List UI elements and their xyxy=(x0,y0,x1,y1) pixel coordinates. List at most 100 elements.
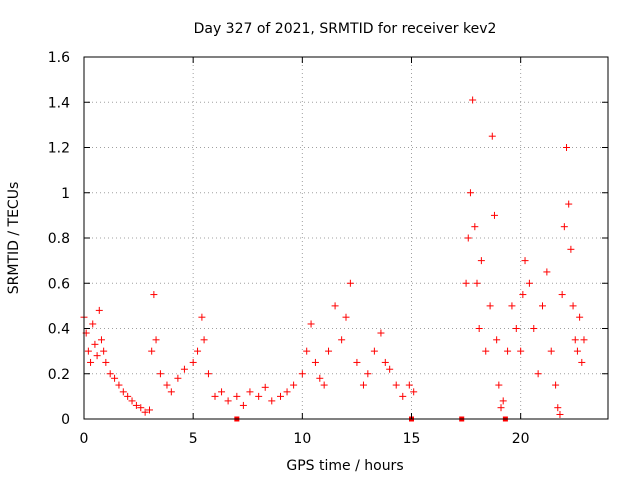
data-point xyxy=(405,381,413,389)
data-point xyxy=(410,388,418,396)
data-point xyxy=(100,347,108,355)
y-tick-label: 1.2 xyxy=(48,141,70,157)
x-tick-label: 20 xyxy=(512,431,530,447)
x-tick-label: 5 xyxy=(189,431,198,447)
data-point xyxy=(342,313,350,321)
x-axis-ticks: 0 5 10 15 20 xyxy=(80,57,530,447)
data-point xyxy=(381,358,389,366)
data-point xyxy=(471,223,479,231)
data-point xyxy=(399,392,407,400)
data-point xyxy=(547,347,555,355)
data-point xyxy=(152,336,160,344)
data-point xyxy=(211,392,219,400)
data-point xyxy=(283,388,291,396)
data-point xyxy=(163,381,171,389)
data-point xyxy=(141,408,149,416)
data-point xyxy=(580,336,588,344)
data-point xyxy=(490,211,498,219)
data-point xyxy=(311,358,319,366)
y-tick-label: 1.6 xyxy=(48,50,70,66)
data-point xyxy=(469,96,477,104)
data-point xyxy=(119,388,127,396)
data-point xyxy=(268,397,276,405)
data-point xyxy=(353,358,361,366)
data-point xyxy=(567,245,575,253)
data-point xyxy=(386,365,394,373)
data-point xyxy=(573,347,581,355)
data-point xyxy=(466,189,474,197)
data-point xyxy=(156,370,164,378)
data-point xyxy=(95,306,103,314)
data-point xyxy=(359,381,367,389)
data-point xyxy=(554,404,562,412)
data-point xyxy=(277,392,284,400)
data-point xyxy=(530,325,538,332)
data-point xyxy=(84,347,92,355)
data-point xyxy=(488,132,496,140)
data-point xyxy=(482,347,490,355)
y-tick-label: 0.6 xyxy=(48,276,70,292)
data-point xyxy=(475,325,483,332)
data-point xyxy=(392,381,400,389)
data-point xyxy=(560,223,568,231)
y-tick-label: 0.2 xyxy=(48,367,70,383)
data-point xyxy=(89,320,97,328)
data-point xyxy=(320,381,328,389)
y-tick-label: 0.8 xyxy=(48,231,70,247)
y-tick-label: 1.4 xyxy=(48,95,70,111)
data-point xyxy=(473,279,481,287)
data-point xyxy=(477,257,485,265)
data-point xyxy=(200,336,208,344)
data-point xyxy=(499,397,507,405)
y-tick-label: 0.4 xyxy=(48,322,70,338)
data-point xyxy=(563,144,571,151)
data-point xyxy=(115,381,123,389)
data-point xyxy=(565,200,573,208)
data-point xyxy=(290,381,298,389)
data-point xyxy=(146,406,153,414)
data-point xyxy=(534,370,542,378)
data-point xyxy=(486,302,494,310)
data-point xyxy=(150,291,158,299)
data-point xyxy=(543,268,551,276)
data-point xyxy=(148,347,156,355)
y-axis-label: SRMTID / TECUs xyxy=(6,182,22,295)
plot-frame xyxy=(83,56,609,420)
data-point xyxy=(132,401,140,409)
data-point xyxy=(338,336,346,344)
data-point xyxy=(255,392,263,400)
data-point xyxy=(167,388,175,396)
data-point xyxy=(316,374,324,382)
data-point xyxy=(571,336,579,344)
y-tick-label: 0 xyxy=(61,412,70,428)
data-point xyxy=(578,358,586,366)
y-tick-label: 1 xyxy=(61,186,70,202)
data-point xyxy=(218,388,226,396)
data-point xyxy=(91,340,99,348)
data-point xyxy=(298,370,306,378)
data-point xyxy=(346,279,354,287)
data-point xyxy=(370,347,378,355)
data-point xyxy=(224,397,232,405)
x-tick-label: 10 xyxy=(293,431,311,447)
data-point xyxy=(128,397,136,405)
data-point xyxy=(539,302,546,310)
data-point xyxy=(307,320,315,328)
data-point xyxy=(508,302,516,310)
data-point xyxy=(495,381,503,389)
data-point xyxy=(111,374,119,382)
data-point xyxy=(521,257,529,265)
data-point xyxy=(552,381,560,389)
data-point xyxy=(519,291,527,299)
data-point xyxy=(558,291,566,299)
data-point xyxy=(189,358,197,366)
data-point xyxy=(517,347,525,355)
data-point xyxy=(124,392,132,400)
data-points xyxy=(80,96,588,422)
data-point xyxy=(569,302,577,310)
data-point xyxy=(246,388,254,396)
data-point xyxy=(325,347,333,355)
data-point xyxy=(556,410,564,418)
data-point xyxy=(93,352,101,360)
